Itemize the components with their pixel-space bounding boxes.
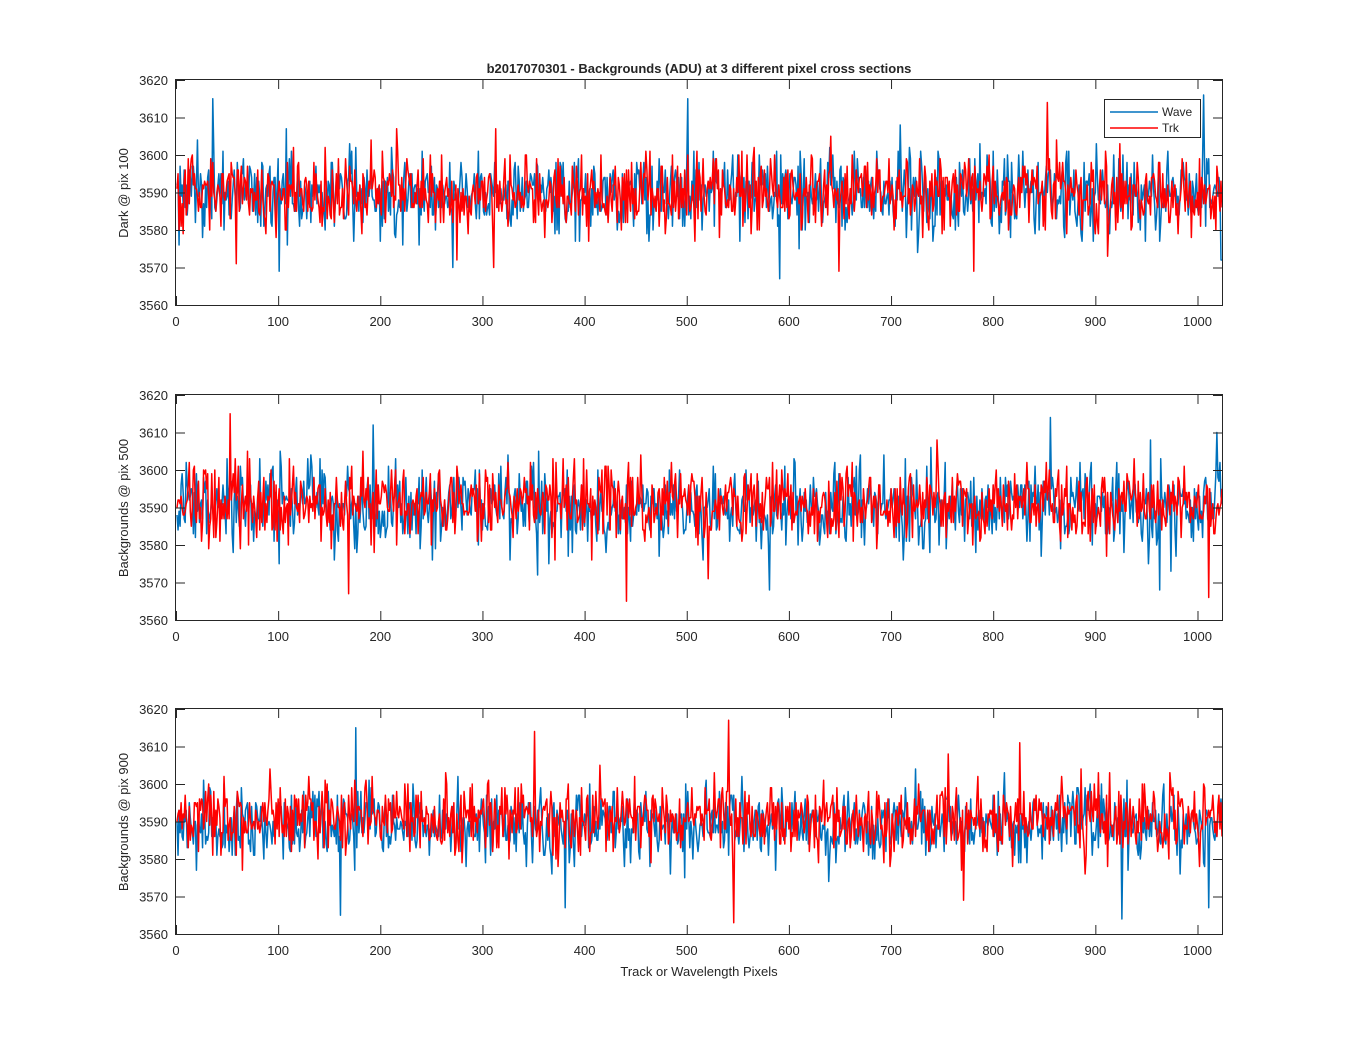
ticks-3: 0 100 200 300 400 500 600 700 800 900 1000 3560 3570…	[139, 702, 1222, 958]
x-tick-label: 0	[172, 629, 179, 644]
series-trk-line-1	[176, 101, 1223, 272]
axes-box-3	[175, 708, 1223, 935]
x-tick-label: 800	[982, 314, 1004, 329]
legend: Wave Trk	[1104, 99, 1201, 138]
y-tick-label: 3610	[139, 740, 168, 755]
x-tick-label: 100	[267, 314, 289, 329]
y-tick-label: 3560	[139, 613, 168, 628]
y-tick-label: 3610	[139, 111, 168, 126]
x-tick-label: 300	[472, 629, 494, 644]
y-tick-label: 3610	[139, 426, 168, 441]
x-tick-label: 500	[676, 314, 698, 329]
x-tick-label: 0	[172, 943, 179, 958]
y-tick-label: 3580	[139, 223, 168, 238]
x-tick-label: 600	[778, 943, 800, 958]
x-tick-label: 500	[676, 629, 698, 644]
x-tick-label: 800	[982, 629, 1004, 644]
y-tick-label: 3590	[139, 186, 168, 201]
x-tick-label: 100	[267, 629, 289, 644]
y-tick-label: 3570	[139, 576, 168, 591]
x-tick-label: 200	[369, 943, 391, 958]
subplot-3: 0 100 200 300 400 500 600 700 800 900 1000 3560 3570…	[116, 702, 1223, 958]
x-tick-label: 700	[880, 629, 902, 644]
y-tick-label: 3600	[139, 148, 168, 163]
y-tick-label: 3580	[139, 852, 168, 867]
y-tick-label: 3570	[139, 261, 168, 276]
legend-box	[1104, 99, 1201, 138]
figure-title: b2017070301 - Backgrounds (ADU) at 3 dif…	[487, 61, 912, 76]
x-tick-label: 900	[1084, 314, 1106, 329]
ticks-2: 0 100 200 300 400 500 600 700 800 900 1000 3560 3570…	[139, 388, 1222, 644]
y-tick-label: 3590	[139, 815, 168, 830]
x-tick-label: 400	[574, 314, 596, 329]
axes-box-1	[175, 79, 1223, 306]
x-tick-label: 300	[472, 943, 494, 958]
x-tick-label: 900	[1084, 943, 1106, 958]
x-tick-label: 400	[574, 943, 596, 958]
plot-lines-2	[176, 413, 1223, 602]
subplot-1: 0 100 200 300 400 500 600 700 800 900 1000 3560 3570…	[116, 73, 1223, 329]
legend-wave-label: Wave	[1162, 105, 1193, 119]
x-tick-label: 600	[778, 314, 800, 329]
y-tick-label: 3600	[139, 463, 168, 478]
ticks-1: 0 100 200 300 400 500 600 700 800 900 1000 3560 3570…	[139, 73, 1222, 329]
y-tick-label: 3560	[139, 298, 168, 313]
y-tick-label: 3590	[139, 501, 168, 516]
plot-lines-3	[176, 719, 1223, 924]
x-tick-label: 200	[369, 314, 391, 329]
y-axis-label-1: Dark @ pix 100	[116, 148, 131, 238]
y-tick-label: 3620	[139, 73, 168, 88]
x-axis-label: Track or Wavelength Pixels	[620, 964, 778, 979]
y-tick-label: 3560	[139, 927, 168, 942]
y-axis-label-2: Backgrounds @ pix 500	[116, 439, 131, 577]
x-tick-label: 200	[369, 629, 391, 644]
x-tick-label: 1000	[1183, 314, 1212, 329]
y-tick-label: 3620	[139, 702, 168, 717]
y-tick-label: 3600	[139, 777, 168, 792]
x-tick-label: 500	[676, 943, 698, 958]
x-tick-label: 900	[1084, 629, 1106, 644]
x-tick-label: 0	[172, 314, 179, 329]
x-tick-label: 800	[982, 943, 1004, 958]
subplot-2: 0 100 200 300 400 500 600 700 800 900 1000 3560 3570…	[116, 388, 1223, 644]
x-tick-label: 600	[778, 629, 800, 644]
x-tick-label: 700	[880, 314, 902, 329]
y-tick-label: 3620	[139, 388, 168, 403]
x-tick-label: 100	[267, 943, 289, 958]
x-tick-label: 400	[574, 629, 596, 644]
y-tick-label: 3580	[139, 538, 168, 553]
x-tick-label: 300	[472, 314, 494, 329]
series-trk-line-3	[176, 719, 1223, 924]
y-axis-label-3: Backgrounds @ pix 900	[116, 753, 131, 891]
x-tick-label: 1000	[1183, 943, 1212, 958]
legend-trk-label: Trk	[1162, 121, 1180, 135]
x-tick-label: 1000	[1183, 629, 1212, 644]
y-tick-label: 3570	[139, 890, 168, 905]
axes-box-2	[175, 394, 1223, 621]
plot-lines-1	[176, 94, 1223, 280]
series-trk-line-2	[176, 413, 1223, 602]
x-tick-label: 700	[880, 943, 902, 958]
